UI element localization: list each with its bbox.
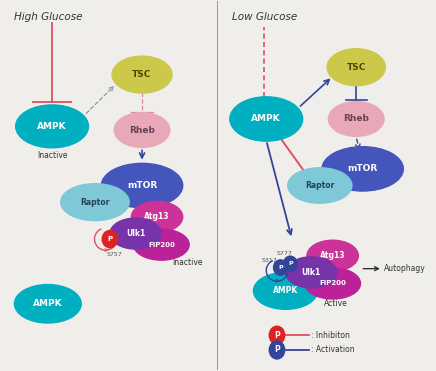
Text: Active: Active xyxy=(324,299,348,308)
Text: P: P xyxy=(288,261,293,266)
Text: Inactive: Inactive xyxy=(172,258,203,267)
Text: : Activation: : Activation xyxy=(311,345,355,354)
Ellipse shape xyxy=(269,326,285,344)
Ellipse shape xyxy=(322,147,403,191)
Ellipse shape xyxy=(102,230,118,248)
Text: High Glucose: High Glucose xyxy=(14,12,82,22)
Text: Ulk1: Ulk1 xyxy=(126,229,145,238)
Text: Raptor: Raptor xyxy=(305,181,334,190)
Ellipse shape xyxy=(273,260,287,275)
Ellipse shape xyxy=(133,229,189,260)
Text: mTOR: mTOR xyxy=(127,181,157,190)
Text: P: P xyxy=(274,331,280,340)
Text: Inactive: Inactive xyxy=(37,151,67,160)
Ellipse shape xyxy=(61,184,129,221)
Text: Atg13: Atg13 xyxy=(144,213,170,221)
Text: : Inhibiton: : Inhibiton xyxy=(311,331,350,340)
Text: TSC: TSC xyxy=(133,70,152,79)
Ellipse shape xyxy=(269,341,285,359)
Text: Rheb: Rheb xyxy=(129,125,155,135)
Ellipse shape xyxy=(112,56,172,93)
Ellipse shape xyxy=(305,268,361,299)
Ellipse shape xyxy=(253,272,318,309)
Text: S777: S777 xyxy=(277,251,293,256)
Ellipse shape xyxy=(286,257,337,288)
Text: S757: S757 xyxy=(106,252,122,257)
Text: P: P xyxy=(107,236,112,242)
Text: FIP200: FIP200 xyxy=(319,280,346,286)
Text: Atg13: Atg13 xyxy=(320,251,345,260)
Text: Ulk1: Ulk1 xyxy=(302,268,321,277)
Text: mTOR: mTOR xyxy=(347,164,378,173)
Text: Rheb: Rheb xyxy=(343,115,369,124)
Ellipse shape xyxy=(131,201,183,233)
Ellipse shape xyxy=(327,49,385,86)
Ellipse shape xyxy=(307,240,358,271)
Text: Raptor: Raptor xyxy=(80,198,109,207)
Ellipse shape xyxy=(14,285,81,323)
Text: Active: Active xyxy=(234,107,258,116)
Ellipse shape xyxy=(101,163,183,208)
Text: FIP200: FIP200 xyxy=(148,242,175,247)
Text: Autophagy: Autophagy xyxy=(384,264,426,273)
Ellipse shape xyxy=(283,256,297,272)
Ellipse shape xyxy=(110,218,161,249)
Ellipse shape xyxy=(16,105,89,148)
Ellipse shape xyxy=(288,168,352,203)
Text: P: P xyxy=(274,345,280,354)
Text: TSC: TSC xyxy=(347,63,366,72)
Text: P: P xyxy=(278,265,283,270)
Ellipse shape xyxy=(114,113,170,147)
Ellipse shape xyxy=(328,102,384,136)
Text: AMPK: AMPK xyxy=(273,286,298,295)
Text: AMPK: AMPK xyxy=(37,122,67,131)
Ellipse shape xyxy=(230,97,303,141)
Text: AMPK: AMPK xyxy=(252,115,281,124)
Text: Low Glucose: Low Glucose xyxy=(232,12,297,22)
Text: S317: S317 xyxy=(262,258,278,263)
Text: AMPK: AMPK xyxy=(33,299,63,308)
